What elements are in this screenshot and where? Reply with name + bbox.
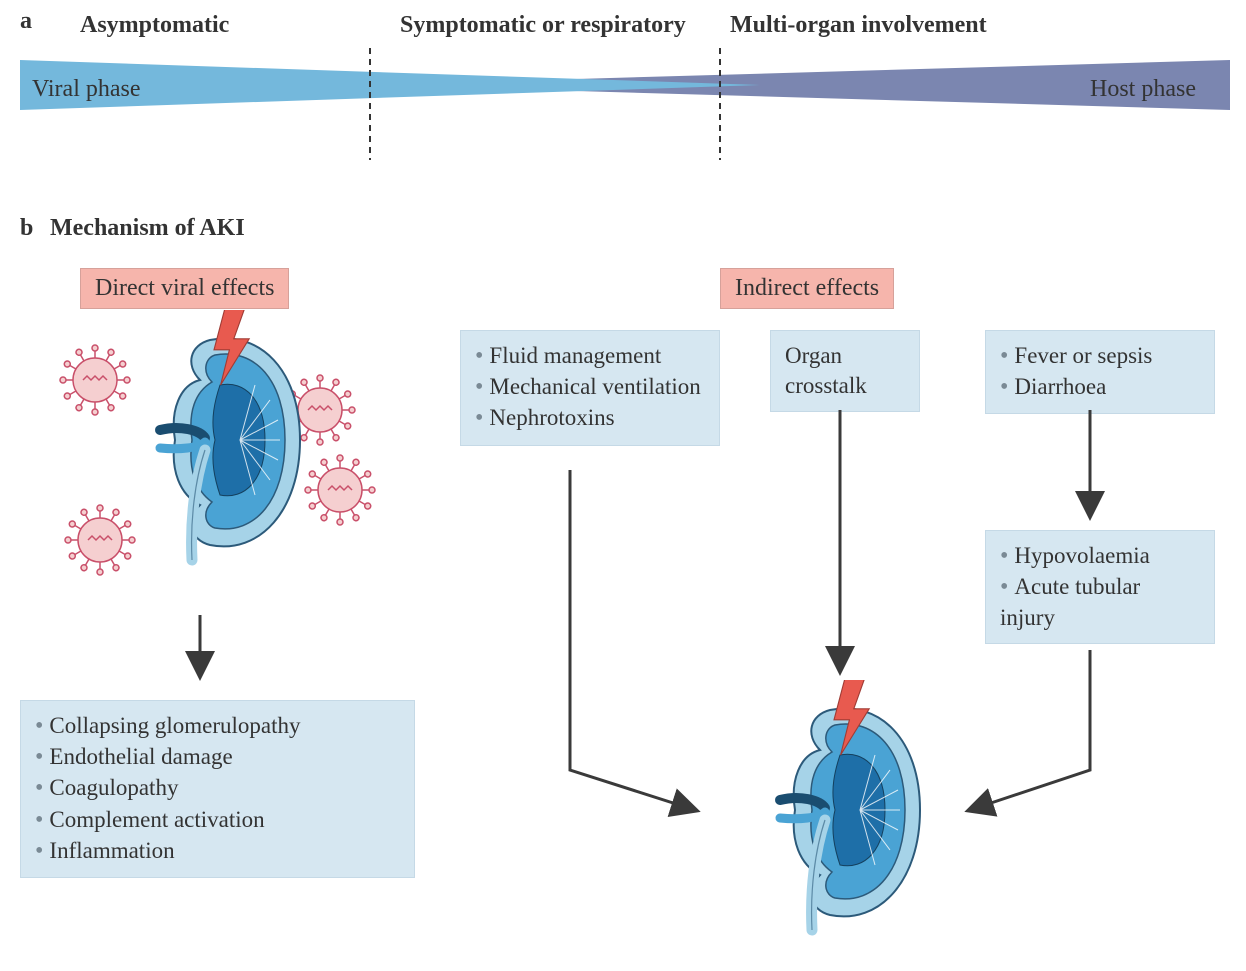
indirect-item: Diarrhoea — [1000, 372, 1200, 403]
indirect-kidney-illustration — [730, 680, 990, 960]
direct-outcomes-box: Collapsing glomerulopathy Endothelial da… — [20, 700, 415, 878]
outcome-item: Endothelial damage — [35, 742, 400, 773]
outcome-item: Complement activation — [35, 805, 400, 836]
indirect-item: Fluid management — [475, 341, 705, 372]
arrow-direct-outcomes — [180, 610, 220, 690]
phase-wedges — [0, 0, 1246, 170]
panel-b-title: Mechanism of AKI — [50, 215, 245, 242]
indirect-item: Mechanical ventilation — [475, 372, 705, 403]
host-phase-label: Host phase — [1090, 76, 1196, 103]
outcome-item: Collapsing glomerulopathy — [35, 711, 400, 742]
outcome-item: Inflammation — [35, 836, 400, 867]
viral-phase-label: Viral phase — [32, 76, 141, 103]
direct-kidney-illustration — [40, 310, 380, 610]
outcome-item: Coagulopathy — [35, 773, 400, 804]
direct-effects-heading: Direct viral effects — [80, 268, 289, 309]
direct-outcomes-list: Collapsing glomerulopathy Endothelial da… — [35, 711, 400, 867]
indirect-effects-heading: Indirect effects — [720, 268, 894, 309]
panel-b-label: b — [20, 215, 33, 242]
indirect-item: Fever or sepsis — [1000, 341, 1200, 372]
